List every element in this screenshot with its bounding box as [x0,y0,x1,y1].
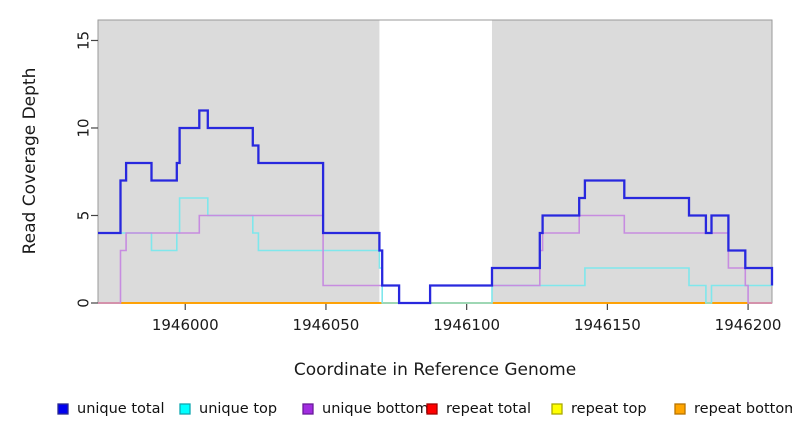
legend-label: repeat bottom [694,401,792,417]
x-axis-tick-label: 1946200 [715,316,782,334]
legend-swatch-unique-bottom [302,403,314,415]
legend-label: repeat top [571,401,647,417]
y-axis-title: Read Coverage Depth [20,68,40,255]
legend-label: unique bottom [322,401,429,417]
legend-item-unique-top: unique top [179,401,277,417]
legend-item-unique-total: unique total [57,401,165,417]
legend-label: unique top [199,401,277,417]
y-axis-tick-label: 0 [75,298,93,308]
legend-swatch-unique-top [179,403,191,415]
legend-item-repeat-bottom: repeat bottom [674,401,792,417]
legend-swatch-repeat-top [551,403,563,415]
legend-label: unique total [77,401,165,417]
series-line-unique-total [98,109,774,305]
y-axis-tick-label: 15 [75,31,93,50]
plot-gray-band [98,20,380,303]
legend-item-repeat-top: repeat top [551,401,647,417]
legend-swatch-repeat-bottom [674,403,686,415]
legend-label: repeat total [446,401,531,417]
x-axis-tick-label: 1946100 [433,316,500,334]
x-axis-tick-label: 1946050 [293,316,360,334]
legend-item-repeat-total: repeat total [426,401,531,417]
y-axis-tick-label: 5 [75,211,93,221]
legend-item-unique-bottom: unique bottom [302,401,429,417]
x-axis-tick-label: 1946000 [152,316,219,334]
legend-swatch-repeat-total [426,403,438,415]
plot-gray-band [491,20,772,303]
y-axis-tick-label: 10 [75,118,93,137]
x-axis-title: Coordinate in Reference Genome [294,360,576,380]
x-axis-tick-label: 1946150 [574,316,641,334]
legend-swatch-unique-total [57,403,69,415]
